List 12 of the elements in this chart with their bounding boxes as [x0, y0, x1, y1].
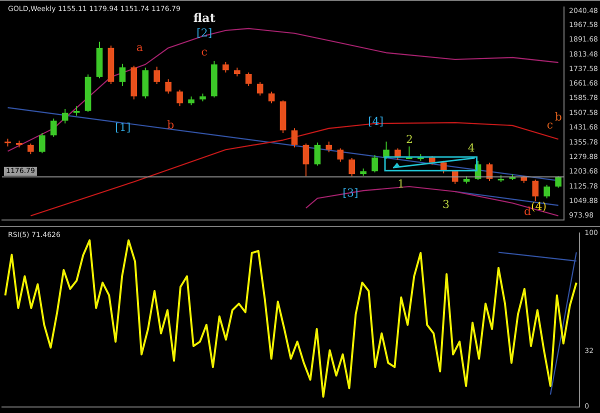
- annotation: b: [167, 118, 174, 132]
- annotation: a: [136, 40, 144, 54]
- annotation: [1]: [115, 121, 131, 134]
- annotation: 4: [468, 142, 475, 155]
- annotation: 3: [442, 198, 450, 211]
- annotation: flat: [193, 10, 216, 25]
- annotation: d: [524, 204, 532, 218]
- annotation: c: [201, 46, 208, 59]
- annotation: (4): [530, 200, 547, 213]
- annotation: b: [554, 110, 562, 124]
- annotation: 2: [406, 132, 413, 146]
- annotation: c: [546, 118, 554, 132]
